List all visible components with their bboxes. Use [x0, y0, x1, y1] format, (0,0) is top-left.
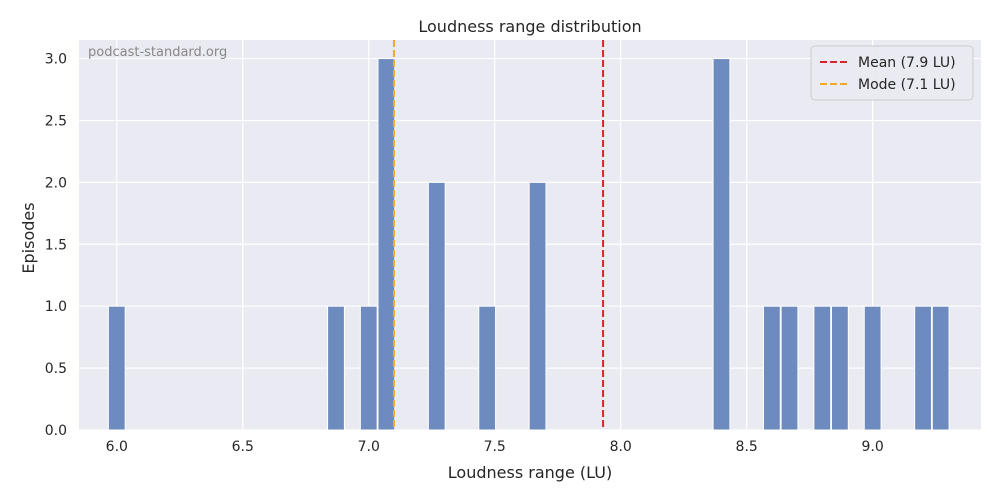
histogram-bar [780, 305, 799, 431]
bars-group [107, 58, 950, 431]
histogram-bar [528, 181, 547, 431]
y-tick-label: 3.0 [45, 52, 67, 68]
reference-lines [392, 40, 605, 430]
legend: Mean (7.9 LU) Mode (7.1 LU) [810, 45, 974, 101]
legend-label: Mean (7.9 LU) [858, 55, 956, 71]
y-tick-label: 1.0 [45, 299, 67, 315]
legend-box [810, 45, 974, 101]
histogram-bar [478, 305, 497, 431]
histogram-bar [863, 305, 882, 431]
x-tick-label: 8.5 [736, 439, 758, 455]
x-tick-label: 9.0 [862, 439, 884, 455]
y-tick-labels: 0.0 0.5 1.0 1.5 2.0 2.5 3.0 [45, 52, 67, 439]
histogram-bar [831, 305, 849, 431]
histogram-bar [427, 181, 446, 431]
histogram-bar [914, 305, 932, 431]
histogram-bar [107, 305, 126, 431]
y-tick-label: 0.5 [45, 361, 67, 377]
y-axis-label: Episodes [19, 202, 38, 273]
y-tick-label: 1.5 [45, 237, 67, 253]
histogram-bar [931, 305, 950, 431]
histogram-bar [359, 305, 378, 431]
x-tick-label: 6.5 [232, 439, 254, 455]
watermark: podcast-standard.org [88, 45, 227, 60]
x-tick-label: 8.0 [610, 439, 632, 455]
x-axis-label: Loudness range (LU) [448, 463, 612, 482]
x-tick-label: 7.5 [484, 439, 506, 455]
histogram-bar [762, 305, 781, 431]
x-tick-label: 6.0 [106, 439, 128, 455]
histogram-bar [813, 305, 832, 431]
y-tick-label: 2.0 [45, 175, 67, 191]
x-tick-label: 7.0 [358, 439, 380, 455]
y-tick-label: 0.0 [45, 423, 67, 439]
chart-title: Loudness range distribution [418, 17, 641, 36]
histogram-bar [377, 58, 396, 431]
histogram-bar [327, 305, 345, 431]
x-tick-labels: 6.0 6.5 7.0 7.5 8.0 8.5 9.0 [106, 439, 884, 455]
histogram-bar [712, 58, 731, 431]
legend-label: Mode (7.1 LU) [858, 77, 956, 93]
y-tick-label: 2.5 [45, 113, 67, 129]
